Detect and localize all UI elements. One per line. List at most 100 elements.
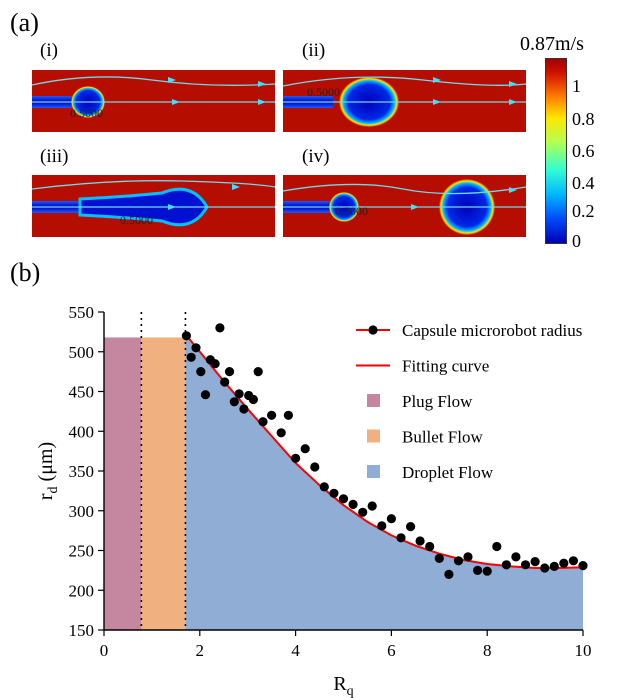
data-point (540, 563, 550, 573)
legend-swatch (367, 465, 380, 478)
data-point (338, 494, 349, 504)
legend-marker-point (368, 325, 378, 335)
y-tick-label: 550 (69, 303, 95, 322)
x-tick-label: 10 (575, 641, 592, 660)
data-point (181, 331, 191, 341)
contour-label-iii: 0.5000 (120, 213, 153, 227)
colorbar-tick: 0.4 (572, 173, 595, 193)
data-point (267, 410, 277, 420)
data-point (358, 507, 368, 517)
x-tick-label: 8 (483, 641, 492, 660)
data-point (239, 404, 249, 414)
data-point (425, 541, 435, 552)
legend-label: Capsule microrobot radius (402, 321, 582, 340)
data-point (276, 428, 286, 438)
data-point (473, 565, 483, 575)
radius-chart: 150 200 250 300 350 400 450 500 550 0 2 4 6 8 10 Rq rd (… (35, 303, 592, 698)
data-point (234, 389, 244, 399)
y-tick-label: 450 (69, 383, 95, 402)
data-point (200, 390, 211, 400)
y-tick-label: 350 (69, 462, 95, 481)
data-point (501, 560, 511, 570)
colorbar-tick: 1 (572, 76, 581, 96)
panel-b-label: (b) (10, 258, 41, 287)
sim-label-ii: (ii) (302, 40, 326, 61)
x-axis-label: Rq (333, 673, 353, 698)
data-point (396, 533, 406, 543)
y-tick-label: 150 (69, 621, 95, 640)
sim-label-iii: (iii) (40, 146, 69, 167)
data-point (386, 514, 396, 524)
colorbar-tick: 0 (572, 231, 581, 251)
data-point (530, 557, 540, 567)
data-point (248, 394, 258, 405)
data-point (210, 359, 220, 369)
data-point (258, 417, 268, 427)
simulation-iv: 0.5000 (283, 175, 526, 237)
data-point (186, 352, 196, 362)
simulation-iii: 0.5000 (32, 175, 275, 237)
contour-label-ii: 0.5000 (307, 85, 340, 99)
data-point (191, 343, 201, 353)
data-point (215, 323, 225, 333)
colorbar-tick: 0.2 (572, 201, 595, 221)
data-point (434, 553, 444, 563)
data-point (229, 397, 239, 407)
data-point (329, 488, 339, 498)
x-tick-label: 6 (387, 641, 396, 660)
plug-flow-region (104, 337, 142, 630)
data-point (406, 522, 416, 532)
panel-a-label: (a) (10, 8, 39, 37)
contour-label-iv: 0.5000 (335, 204, 368, 218)
sim-label-i: (i) (40, 40, 58, 61)
data-point (492, 541, 502, 552)
data-point (578, 561, 588, 571)
bullet-flow-region (141, 337, 186, 630)
droplet-flow-region (185, 334, 583, 630)
y-tick-label: 300 (69, 502, 95, 521)
legend-label: Bullet Flow (402, 428, 483, 447)
data-point (453, 556, 464, 566)
data-point (463, 552, 473, 562)
data-point (511, 552, 521, 562)
data-point (377, 521, 387, 531)
data-point (559, 558, 569, 568)
simulation-ii: 0.5000 (283, 70, 526, 132)
data-point (300, 444, 310, 454)
y-tick-label: 250 (69, 542, 95, 561)
data-point (310, 462, 320, 472)
colorbar-title: 0.87m/s (520, 33, 584, 55)
y-axis-label: rd (μm) (35, 442, 61, 500)
legend-swatch (367, 394, 380, 407)
data-point (367, 501, 377, 511)
sim-label-iv: (iv) (302, 146, 330, 167)
colorbar (545, 58, 567, 244)
colorbar-tick: 0.8 (572, 109, 595, 129)
data-point (196, 367, 206, 377)
data-point (319, 482, 329, 492)
legend-label: Droplet Flow (402, 463, 494, 482)
data-point (415, 536, 425, 546)
data-point (568, 556, 579, 566)
colorbar-tick: 0.6 (572, 141, 595, 161)
contour-label-i: 0.5000 (70, 106, 103, 120)
data-point (291, 453, 301, 463)
data-point (220, 377, 230, 387)
legend-swatch (367, 429, 380, 443)
data-point (283, 410, 293, 420)
data-point (224, 367, 235, 377)
data-point (348, 499, 358, 509)
data-point (444, 569, 454, 579)
y-tick-label: 200 (69, 581, 95, 600)
legend-label: Plug Flow (402, 392, 473, 411)
x-tick-label: 4 (291, 641, 300, 660)
y-tick-label: 400 (69, 422, 95, 441)
x-tick-label: 0 (100, 641, 109, 660)
x-tick-label: 2 (196, 641, 205, 660)
legend-label: Fitting curve (402, 357, 489, 376)
data-point (253, 367, 263, 377)
data-point (482, 566, 492, 576)
y-tick-label: 500 (69, 343, 95, 362)
simulation-i: 0.5000 (32, 70, 275, 132)
data-point (549, 561, 559, 571)
